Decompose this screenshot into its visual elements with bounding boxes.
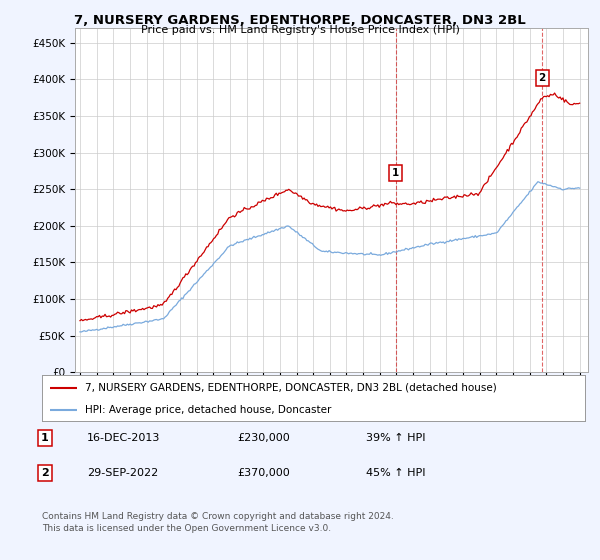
Text: 45% ↑ HPI: 45% ↑ HPI bbox=[366, 468, 425, 478]
Text: £370,000: £370,000 bbox=[237, 468, 290, 478]
Text: 39% ↑ HPI: 39% ↑ HPI bbox=[366, 433, 425, 443]
Text: 1: 1 bbox=[392, 168, 400, 178]
Text: £230,000: £230,000 bbox=[237, 433, 290, 443]
Text: 7, NURSERY GARDENS, EDENTHORPE, DONCASTER, DN3 2BL: 7, NURSERY GARDENS, EDENTHORPE, DONCASTE… bbox=[74, 14, 526, 27]
Text: 2: 2 bbox=[539, 73, 546, 83]
Text: 2: 2 bbox=[41, 468, 49, 478]
Text: 7, NURSERY GARDENS, EDENTHORPE, DONCASTER, DN3 2BL (detached house): 7, NURSERY GARDENS, EDENTHORPE, DONCASTE… bbox=[85, 382, 497, 393]
Text: Price paid vs. HM Land Registry's House Price Index (HPI): Price paid vs. HM Land Registry's House … bbox=[140, 25, 460, 35]
Text: HPI: Average price, detached house, Doncaster: HPI: Average price, detached house, Donc… bbox=[85, 405, 332, 414]
Text: 29-SEP-2022: 29-SEP-2022 bbox=[87, 468, 158, 478]
Text: 16-DEC-2013: 16-DEC-2013 bbox=[87, 433, 160, 443]
Text: Contains HM Land Registry data © Crown copyright and database right 2024.
This d: Contains HM Land Registry data © Crown c… bbox=[42, 512, 394, 533]
Text: 1: 1 bbox=[41, 433, 49, 443]
